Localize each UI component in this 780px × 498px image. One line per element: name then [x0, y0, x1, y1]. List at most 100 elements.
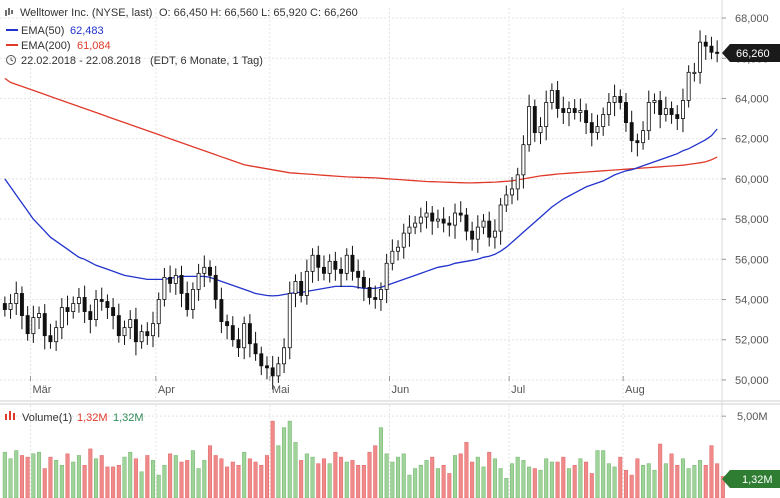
candle: [299, 271, 304, 303]
candle-body: [561, 108, 566, 113]
volume-bar: [646, 463, 651, 498]
candle: [453, 203, 457, 239]
volume-bar: [133, 458, 138, 498]
candle-body: [492, 230, 497, 238]
last-volume-marker: 1,32M: [722, 470, 780, 488]
candle-body: [76, 297, 81, 304]
candle: [139, 324, 144, 349]
candle-body: [703, 41, 708, 47]
time-tick-label: Jul: [511, 384, 525, 396]
volume-bar: [641, 465, 646, 498]
volume-bar: [287, 420, 292, 498]
time-tick-label: Apr: [158, 384, 175, 396]
candle-body: [253, 343, 258, 355]
volume-bar: [606, 463, 611, 498]
volume-bar: [213, 455, 218, 498]
candle-body: [242, 323, 247, 349]
candle: [356, 259, 361, 289]
candle: [435, 209, 440, 229]
ema200-label: EMA(200): [21, 40, 71, 52]
candle: [549, 83, 554, 110]
candle-body: [367, 287, 372, 298]
volume-bar: [253, 461, 258, 498]
candle: [424, 201, 429, 229]
price-tick-label: 62,000: [735, 134, 769, 146]
candle-body: [14, 293, 19, 304]
volume-bar: [14, 450, 19, 498]
volume-bar: [350, 460, 355, 498]
candle: [606, 93, 611, 127]
candle: [259, 346, 264, 376]
candle-body: [2, 303, 7, 310]
volume-bar: [532, 468, 537, 498]
ema200-value: 61,084: [77, 40, 111, 52]
candle-body: [128, 319, 133, 329]
volume-bar: [435, 468, 440, 498]
candle: [190, 282, 195, 319]
candle-body: [339, 268, 344, 274]
volume-bar: [549, 461, 554, 498]
candle-body: [629, 122, 634, 142]
instrument-name: Welltower Inc. (NYSE, last): [20, 7, 152, 19]
candle: [361, 270, 366, 302]
candle: [407, 215, 412, 247]
candle-body: [71, 303, 76, 312]
volume-bar: [71, 461, 76, 498]
volume-bar: [356, 465, 361, 498]
candle: [71, 296, 76, 319]
volume-bar: [566, 468, 572, 498]
candle: [333, 251, 338, 281]
volume-bar: [430, 456, 435, 498]
volume-bar: [470, 461, 475, 498]
time-axis: Mär Apr Mai Jun Jul Aug: [29, 376, 645, 396]
volume-bar: [202, 460, 207, 498]
volume-bar: [572, 465, 577, 498]
candle: [54, 320, 59, 351]
volume-bar: [464, 442, 469, 498]
candle: [561, 96, 566, 124]
volume-bar: [179, 461, 184, 498]
candle: [601, 107, 606, 136]
volume-bar: [635, 458, 640, 498]
volume-bar: [487, 451, 492, 498]
candle-body: [145, 331, 150, 337]
volume-bar: [282, 427, 287, 498]
candle-body: [54, 327, 59, 343]
candle-body: [430, 212, 435, 222]
candle-body: [635, 140, 640, 144]
volume-bar: [316, 463, 321, 498]
candle: [715, 40, 720, 63]
candle: [527, 94, 532, 152]
candle-body: [310, 254, 315, 272]
candle-body: [213, 274, 218, 300]
candle: [492, 219, 497, 249]
candle: [133, 307, 138, 356]
candle: [219, 287, 224, 334]
volume-tick-label: 5,00M: [737, 411, 768, 423]
price-tick-label: 56,000: [735, 254, 769, 266]
candle: [698, 30, 703, 84]
candle-body: [133, 319, 138, 343]
candle-body: [356, 270, 361, 278]
ema50-line: [4, 128, 718, 297]
candle-body: [156, 299, 161, 325]
candle: [663, 96, 668, 122]
candle-body: [663, 108, 668, 115]
candle: [185, 281, 190, 317]
volume-bar: [618, 456, 623, 498]
candle: [430, 206, 435, 235]
volume-bar: [623, 469, 628, 498]
candle-body: [407, 226, 412, 234]
candle: [25, 306, 30, 341]
candle: [253, 331, 258, 361]
candle: [162, 267, 167, 307]
last-price-box: [722, 44, 780, 63]
candle-body: [618, 96, 623, 103]
candle: [99, 287, 104, 311]
volume-bar: [344, 461, 349, 498]
price-tick-label: 60,000: [735, 174, 769, 186]
volume-bar: [515, 456, 520, 498]
volume-bar: [407, 474, 412, 498]
volume-bar: [19, 455, 24, 498]
candle: [567, 101, 571, 127]
